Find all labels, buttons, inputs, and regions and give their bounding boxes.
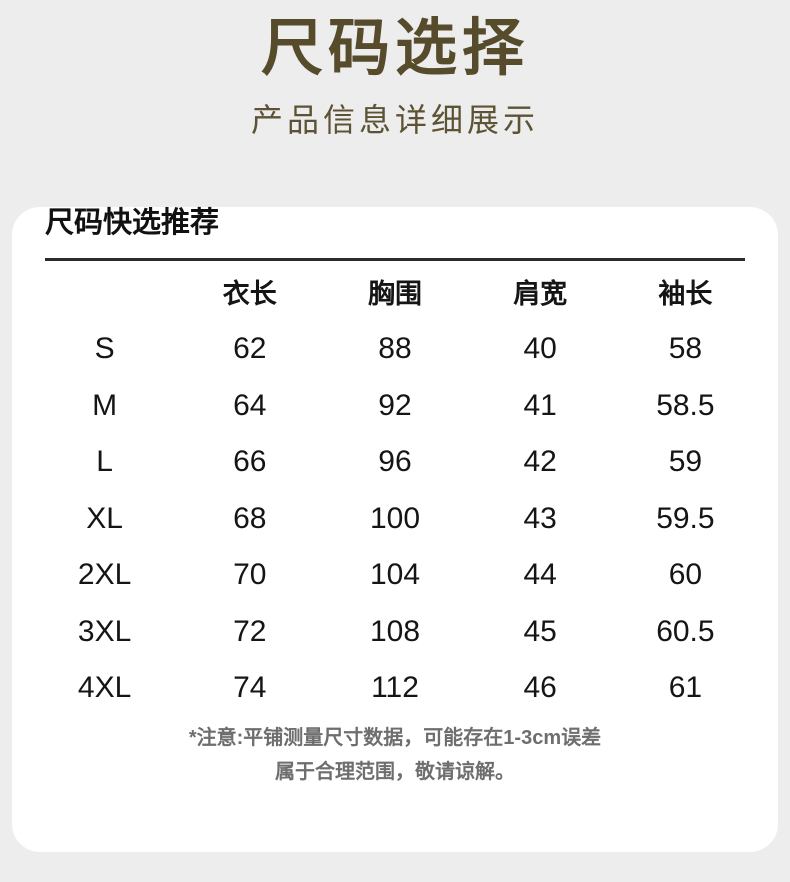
page-title: 尺码选择: [260, 14, 529, 83]
value-cell: 59.5: [656, 501, 715, 535]
column-header-chest: 胸围: [367, 278, 422, 309]
value-cell: 46: [523, 671, 557, 705]
size-cell: L: [96, 445, 113, 479]
size-cell: 2XL: [77, 558, 132, 592]
value-cell: 92: [378, 388, 412, 422]
value-cell: 66: [233, 445, 267, 479]
column-header-size: [32, 261, 177, 321]
size-cell: M: [92, 388, 118, 422]
value-cell: 70: [233, 558, 267, 592]
value-cell: 45: [523, 614, 557, 648]
value-cell: 42: [523, 445, 557, 479]
column-header-shoulder: 肩宽: [513, 278, 568, 309]
size-table: 衣长 胸围 肩宽 袖长 S 62 88 40 58 M 64 92 41 58.…: [32, 261, 758, 717]
value-cell: 108: [369, 614, 421, 648]
note-line-1: *注意:平铺测量尺寸数据，可能存在1-3cm误差: [188, 726, 602, 749]
value-cell: 60: [668, 558, 703, 592]
value-cell: 72: [233, 614, 267, 648]
divider: [45, 258, 745, 261]
value-cell: 43: [523, 501, 557, 535]
table-row: L 66 96 42 59: [32, 434, 758, 491]
value-cell: 60.5: [656, 614, 715, 648]
size-chart-card: 尺码快选推荐 衣长 胸围 肩宽 袖长 S 62 88 40 58 M 64 92: [12, 207, 778, 852]
value-cell: 58.5: [656, 388, 715, 422]
value-cell: 88: [378, 332, 412, 366]
note-line-2: 属于合理范围，敬请谅解。: [275, 760, 515, 783]
table-row: 3XL 72 108 45 60.5: [32, 604, 758, 661]
table-row: 4XL 74 112 46 61: [32, 660, 758, 717]
size-cell: 3XL: [77, 614, 132, 648]
value-cell: 64: [233, 388, 267, 422]
column-header-length: 衣长: [222, 278, 277, 309]
value-cell: 68: [233, 501, 267, 535]
table-row: S 62 88 40 58: [32, 321, 758, 378]
value-cell: 40: [523, 332, 557, 366]
value-cell: 58: [668, 332, 703, 366]
value-cell: 61: [668, 671, 703, 705]
table-header-row: 衣长 胸围 肩宽 袖长: [32, 261, 758, 321]
value-cell: 96: [378, 445, 412, 479]
size-cell: S: [94, 332, 115, 366]
page-subtitle: 产品信息详细展示: [250, 102, 539, 138]
value-cell: 41: [523, 388, 557, 422]
table-row: 2XL 70 104 44 60: [32, 547, 758, 604]
value-cell: 104: [369, 558, 421, 592]
card-heading: 尺码快选推荐: [45, 207, 220, 239]
value-cell: 59: [668, 445, 703, 479]
value-cell: 74: [233, 671, 267, 705]
table-row: M 64 92 41 58.5: [32, 378, 758, 435]
page-header: 尺码选择 产品信息详细展示: [0, 0, 790, 140]
size-cell: 4XL: [77, 671, 132, 705]
column-header-sleeve: 袖长: [658, 278, 713, 309]
value-cell: 100: [369, 501, 421, 535]
table-row: XL 68 100 43 59.5: [32, 491, 758, 548]
size-cell: XL: [86, 501, 123, 535]
value-cell: 62: [233, 332, 267, 366]
value-cell: 44: [523, 558, 557, 592]
value-cell: 112: [371, 671, 419, 705]
